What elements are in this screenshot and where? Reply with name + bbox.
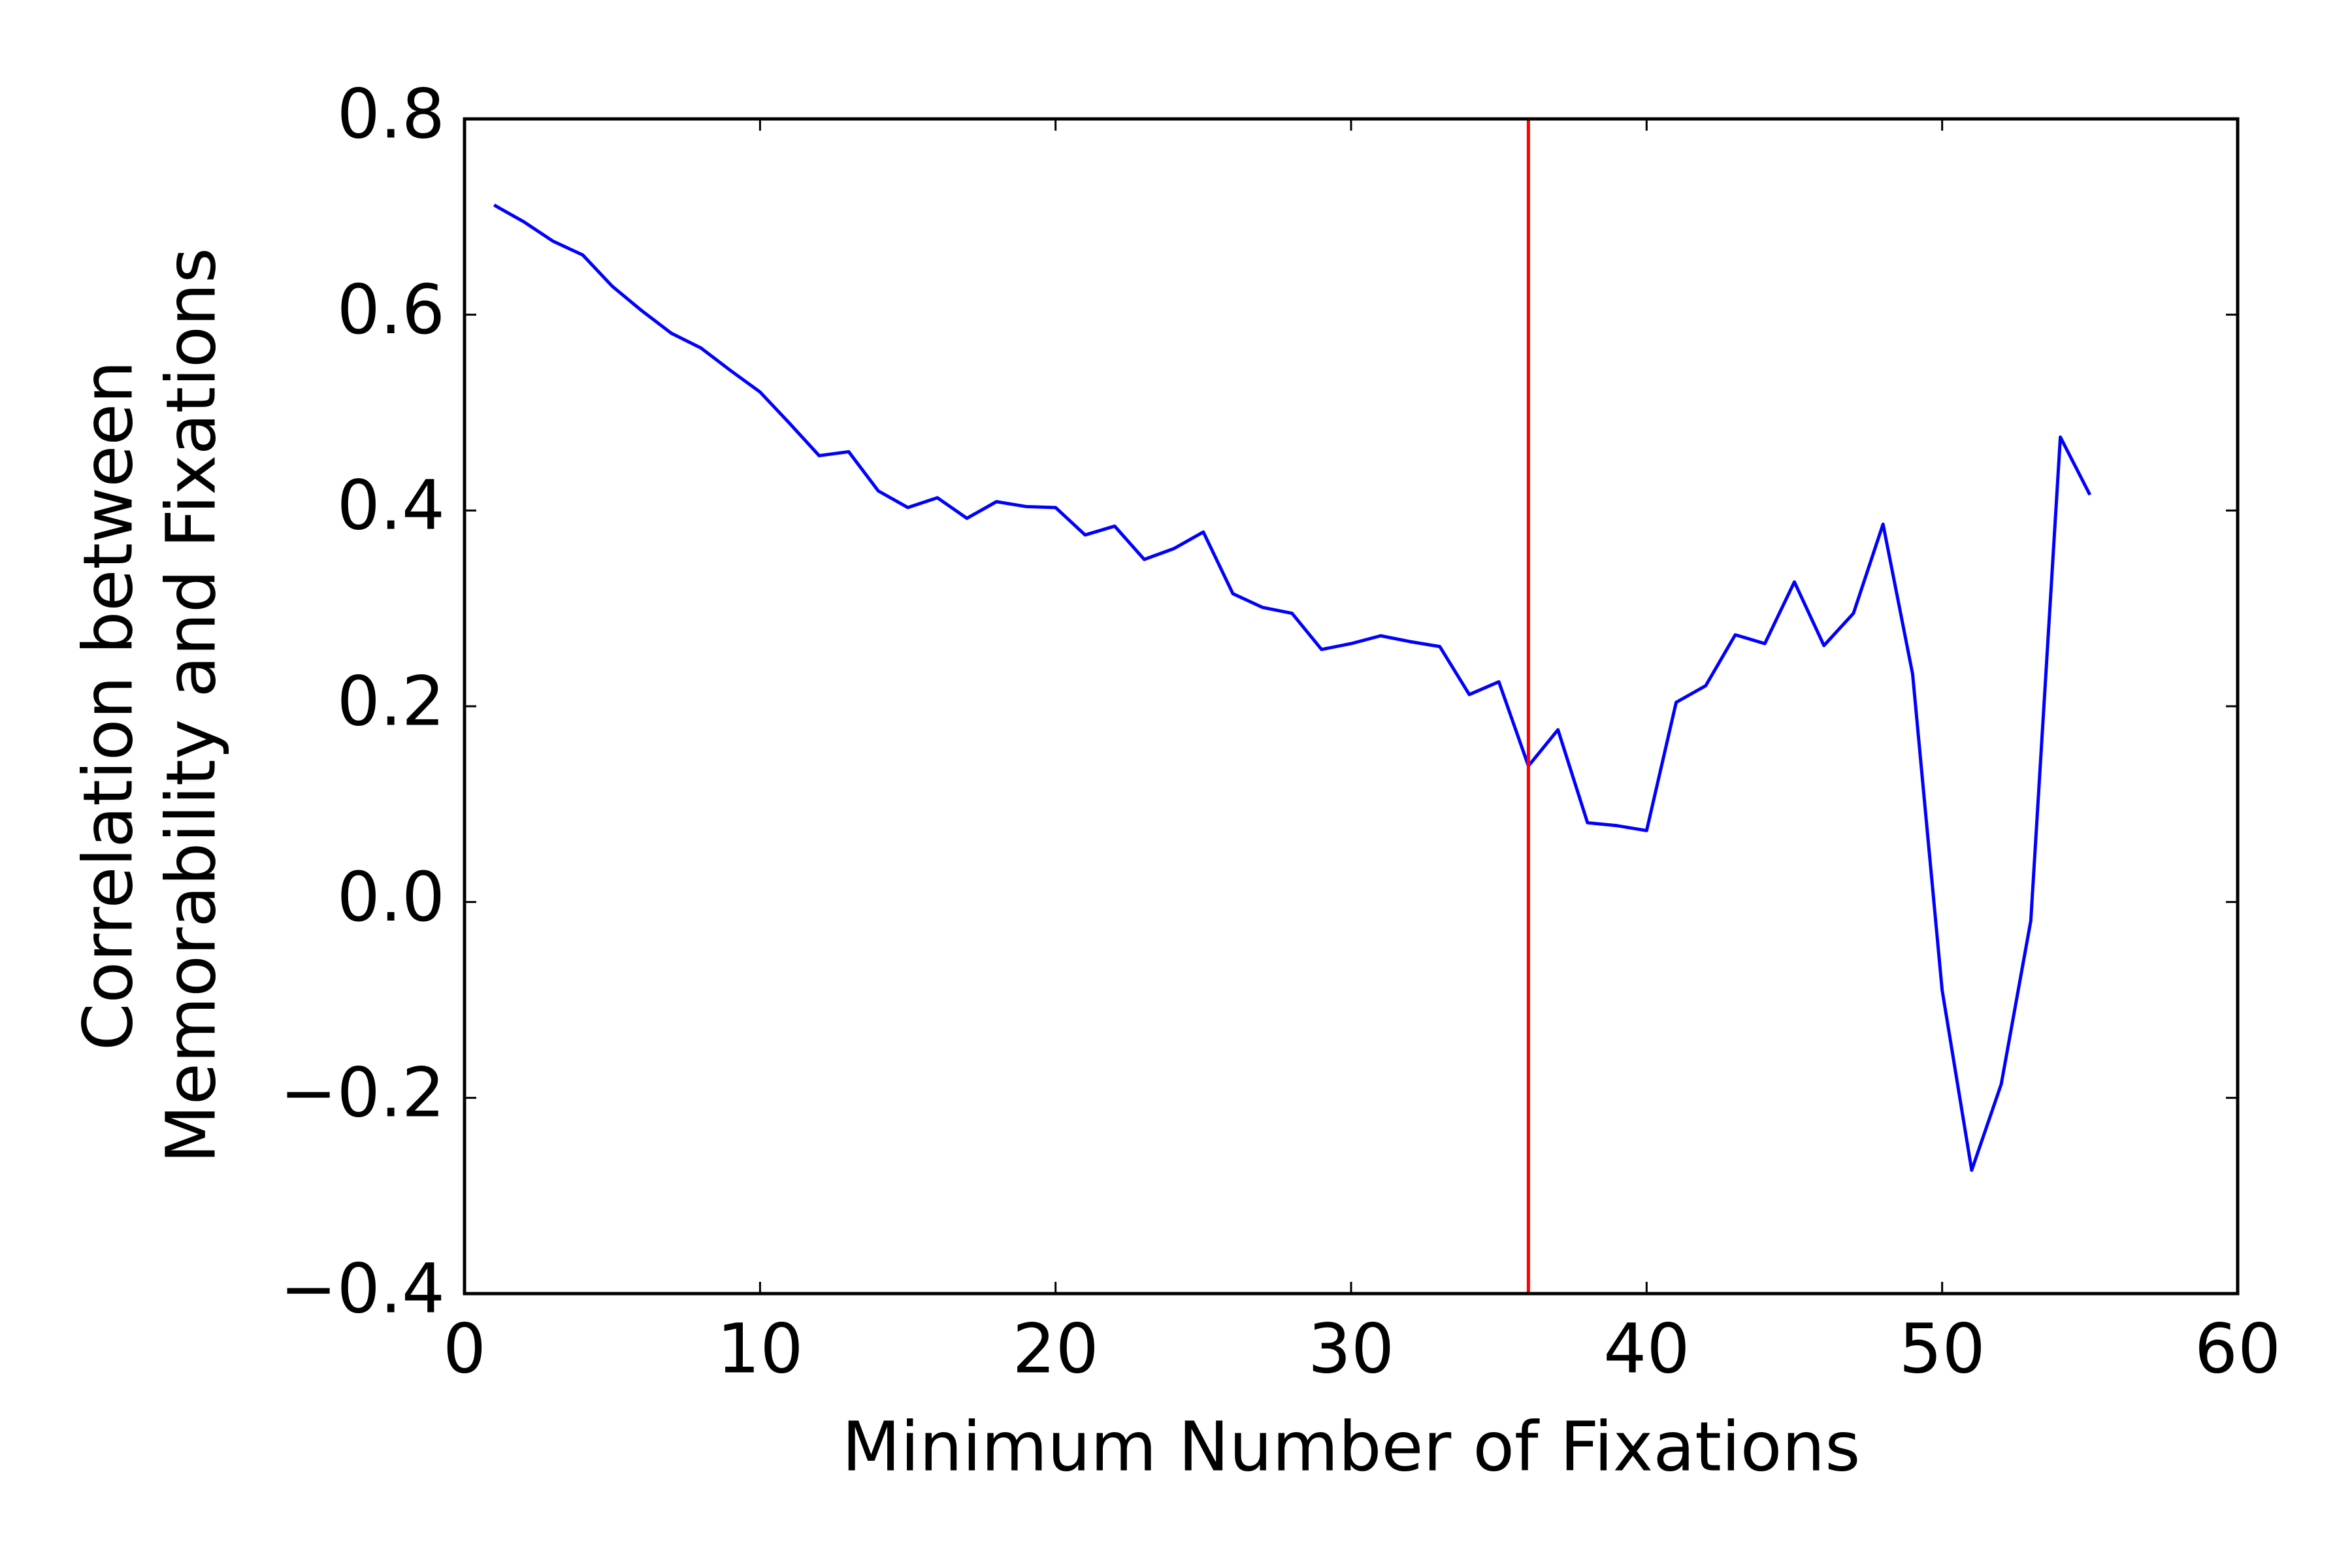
x-tick-label: 40 (1603, 1309, 1690, 1388)
y-tick-label: 0.8 (337, 74, 445, 154)
y-axis-label: Memorability and Fixations (151, 248, 231, 1164)
y-tick-label: 0.2 (337, 661, 445, 741)
y-tick-label: −0.2 (280, 1053, 445, 1133)
x-tick-label: 10 (717, 1309, 803, 1388)
y-tick-label: 0.4 (337, 466, 445, 546)
x-tick-label: 60 (2195, 1309, 2281, 1388)
x-tick-label: 30 (1308, 1309, 1394, 1388)
y-tick-label: 0.0 (337, 857, 445, 937)
x-tick-label: 20 (1012, 1309, 1098, 1388)
y-axis-label: Correlation between (68, 361, 148, 1051)
plot-frame (463, 117, 2240, 1296)
data-line (493, 203, 2092, 1172)
x-axis-label: Minimum Number of Fixations (842, 1407, 1861, 1486)
x-tick-label: 0 (443, 1309, 486, 1388)
y-tick-label: −0.4 (280, 1249, 445, 1328)
y-tick-label: 0.6 (337, 270, 445, 350)
x-tick-label: 50 (1899, 1309, 1985, 1388)
